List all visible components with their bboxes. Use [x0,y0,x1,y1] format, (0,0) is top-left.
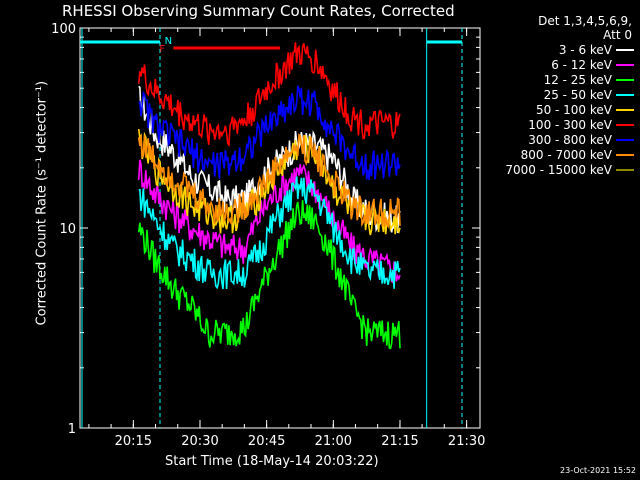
legend-entry-label: 50 - 100 keV [535,102,612,117]
x-tick-label: 21:15 [381,434,418,449]
x-tick-label: 20:30 [181,434,218,449]
legend-entry: 6 - 12 keV [478,57,638,72]
y-tick-label: 10 [59,222,76,237]
legend-entry-label: 6 - 12 keV [551,57,612,72]
legend-entry-label: 7000 - 15000 keV [505,162,612,177]
legend-entry: 800 - 7000 keV [478,147,638,162]
x-tick-label: 20:15 [115,434,152,449]
y-tick-label: 1 [68,422,76,437]
legend-swatch [616,93,634,96]
chart-title: RHESSI Observing Summary Count Rates, Co… [62,2,455,20]
legend-entry-label: 12 - 25 keV [543,72,612,87]
legend-swatch [616,123,634,126]
flare-marker-label: F [159,44,165,55]
series-line [137,200,401,350]
legend-entry-label: 25 - 50 keV [543,87,612,102]
legend-swatch [616,168,634,171]
legend-entry: 7000 - 15000 keV [478,162,638,177]
footer-timestamp: 23-Oct-2021 15:52 [560,466,636,475]
legend-entry: 12 - 25 keV [478,72,638,87]
series-line [137,159,401,285]
legend-swatch [616,108,634,111]
x-tick-label: 20:45 [248,434,285,449]
legend-entry: 25 - 50 keV [478,87,638,102]
legend-entry-label: 3 - 6 keV [558,42,612,57]
y-axis-label: Corrected Count Rate (s⁻¹ detector⁻¹) [34,80,50,326]
legend-entry: 100 - 300 keV [478,117,638,132]
legend-swatch [616,153,634,156]
legend-swatch [616,63,634,66]
legend-entry: 300 - 800 keV [478,132,638,147]
series-line [137,42,401,148]
x-tick-label: 21:30 [448,434,485,449]
legend-swatch [616,48,634,51]
x-axis-label: Start Time (18-May-14 20:03:22) [165,454,379,469]
legend-entry-label: 100 - 300 keV [528,117,612,132]
legend-entry: 50 - 100 keV [478,102,638,117]
series-line [137,133,401,229]
legend-entry: 3 - 6 keV [478,42,638,57]
legend-entry-label: 800 - 7000 keV [520,147,612,162]
series-line [138,85,401,181]
x-tick-label: 21:00 [315,434,352,449]
series-line [138,176,401,290]
legend-swatch [616,78,634,81]
legend-swatch [616,138,634,141]
y-tick-label: 100 [51,22,76,37]
legend-header-line-2: Att 0 [603,28,632,42]
legend: Det 1,3,4,5,6,9, Att 0 3 - 6 keV 6 - 12 k… [478,14,638,177]
legend-entry-label: 300 - 800 keV [528,132,612,147]
legend-header-line-1: Det 1,3,4,5,6,9, [538,14,632,28]
night-marker-label: N [165,36,172,47]
